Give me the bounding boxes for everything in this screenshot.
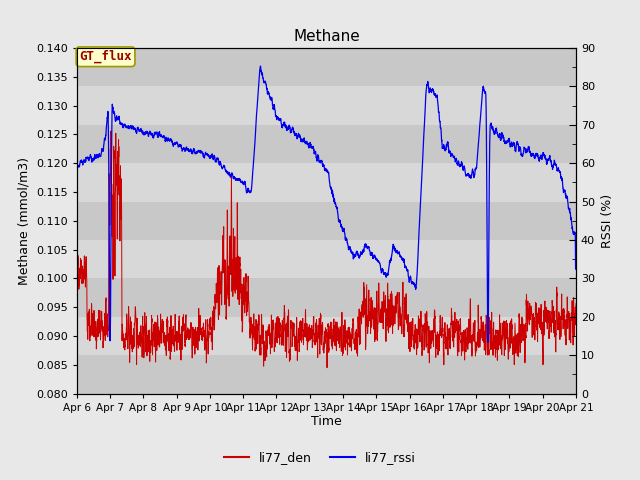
- Bar: [77, 355, 576, 394]
- Y-axis label: RSSI (%): RSSI (%): [600, 194, 614, 248]
- Bar: [77, 48, 576, 86]
- Bar: [77, 240, 576, 278]
- Title: Methane: Methane: [293, 29, 360, 44]
- Text: GT_flux: GT_flux: [79, 50, 132, 63]
- Bar: [77, 86, 576, 125]
- Bar: [77, 278, 576, 317]
- Bar: [77, 317, 576, 355]
- Legend: li77_den, li77_rssi: li77_den, li77_rssi: [219, 446, 421, 469]
- Bar: [77, 202, 576, 240]
- Bar: [77, 163, 576, 202]
- Bar: [77, 125, 576, 163]
- X-axis label: Time: Time: [311, 415, 342, 429]
- Y-axis label: Methane (mmol/m3): Methane (mmol/m3): [17, 157, 31, 285]
